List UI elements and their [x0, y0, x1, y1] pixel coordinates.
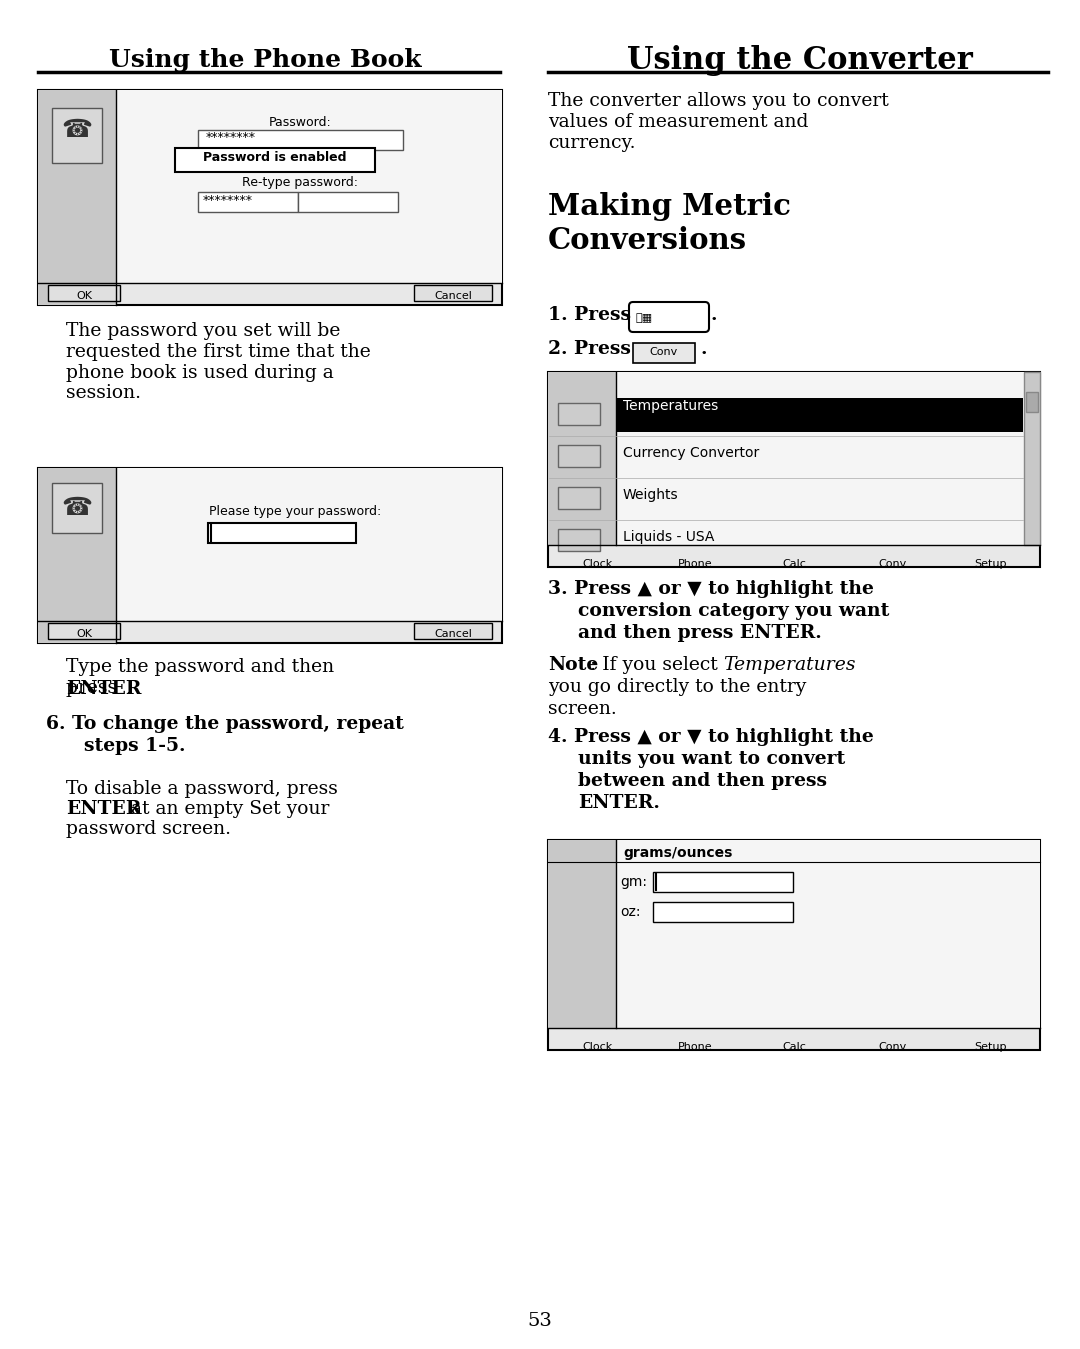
Bar — [38, 468, 502, 643]
Bar — [116, 90, 502, 283]
Bar — [208, 523, 356, 544]
Text: and then press ENTER.: and then press ENTER. — [578, 625, 822, 642]
Text: Note: Note — [548, 656, 598, 674]
Bar — [48, 623, 120, 639]
Text: .: . — [125, 680, 131, 697]
Text: units you want to convert: units you want to convert — [578, 750, 846, 768]
FancyBboxPatch shape — [629, 302, 708, 332]
Text: Calc: Calc — [782, 1041, 806, 1052]
Bar — [1026, 393, 1038, 411]
Text: at an empty Set your: at an empty Set your — [125, 800, 329, 817]
Text: : If you select: : If you select — [590, 656, 724, 674]
Text: Clock: Clock — [582, 1041, 612, 1052]
Text: The password you set will be
requested the first time that the
phone book is use: The password you set will be requested t… — [66, 322, 370, 402]
Text: Liquids - USA: Liquids - USA — [623, 530, 714, 544]
Text: you go directly to the entry: you go directly to the entry — [548, 679, 807, 696]
Text: password screen.: password screen. — [66, 820, 231, 838]
Bar — [548, 840, 616, 1028]
Bar — [616, 398, 1023, 432]
Text: 1. Press: 1. Press — [548, 306, 631, 324]
Text: Calc: Calc — [782, 558, 806, 569]
Text: ENTER: ENTER — [66, 800, 141, 817]
Bar — [1024, 372, 1040, 545]
Text: 2. Press: 2. Press — [548, 340, 631, 357]
Bar — [558, 529, 600, 550]
Bar — [558, 445, 600, 467]
Text: OK: OK — [76, 291, 92, 301]
Bar — [548, 372, 616, 545]
Text: between and then press: between and then press — [578, 772, 827, 791]
Bar — [414, 623, 492, 639]
Bar — [653, 902, 793, 921]
Bar — [653, 871, 793, 892]
Text: 53: 53 — [527, 1313, 553, 1330]
Text: 4. Press ▲ or ▼ to highlight the: 4. Press ▲ or ▼ to highlight the — [548, 728, 874, 746]
Text: 3. Press ▲ or ▼ to highlight the: 3. Press ▲ or ▼ to highlight the — [548, 580, 874, 598]
Text: Temperatures: Temperatures — [723, 656, 855, 674]
Bar — [616, 840, 1040, 1028]
Bar — [116, 468, 502, 621]
Text: Setup: Setup — [974, 1041, 1007, 1052]
Text: Conv: Conv — [650, 347, 678, 357]
Bar — [38, 90, 116, 305]
Text: oz:: oz: — [620, 905, 640, 919]
Text: ☎: ☎ — [62, 117, 93, 142]
Bar — [558, 487, 600, 509]
Bar — [38, 468, 116, 643]
Text: To disable a password, press: To disable a password, press — [66, 780, 338, 799]
Text: Type the password and then
press: Type the password and then press — [66, 658, 334, 697]
Text: ⏱▦: ⏱▦ — [635, 313, 652, 322]
Bar — [414, 285, 492, 301]
Text: ENTER.: ENTER. — [578, 795, 660, 812]
Text: .: . — [700, 340, 706, 357]
Text: gm:: gm: — [620, 876, 647, 889]
Text: The converter allows you to convert
values of measurement and
currency.: The converter allows you to convert valu… — [548, 92, 889, 151]
Text: screen.: screen. — [548, 700, 617, 718]
Bar — [298, 192, 399, 212]
Text: OK: OK — [76, 629, 92, 639]
Text: Password:: Password: — [269, 116, 332, 130]
Bar — [198, 192, 298, 212]
Text: Phone: Phone — [678, 558, 713, 569]
Bar — [52, 483, 102, 533]
Bar — [616, 372, 1024, 545]
Bar — [548, 372, 1040, 567]
Text: ********: ******** — [206, 131, 256, 144]
Text: Password is enabled: Password is enabled — [203, 151, 347, 165]
Text: conversion category you want: conversion category you want — [578, 602, 889, 621]
Text: Cancel: Cancel — [434, 629, 472, 639]
Bar — [548, 840, 1040, 1050]
Text: Clock: Clock — [582, 558, 612, 569]
Text: .: . — [711, 306, 717, 324]
Bar — [558, 403, 600, 425]
Bar — [633, 343, 696, 363]
Text: Using the Phone Book: Using the Phone Book — [109, 49, 421, 71]
Bar — [175, 148, 375, 173]
Bar — [52, 108, 102, 163]
Bar — [48, 285, 120, 301]
Text: Using the Converter: Using the Converter — [627, 45, 973, 76]
Text: Cancel: Cancel — [434, 291, 472, 301]
Text: Conv: Conv — [878, 1041, 906, 1052]
Text: ********: ******** — [203, 194, 253, 206]
Text: Temperatures: Temperatures — [623, 399, 718, 413]
Bar — [38, 90, 502, 305]
Text: grams/ounces: grams/ounces — [623, 846, 732, 861]
Text: Making Metric
Conversions: Making Metric Conversions — [548, 192, 791, 255]
Text: Weights: Weights — [623, 488, 678, 502]
Text: ☎: ☎ — [62, 496, 93, 519]
Text: Setup: Setup — [974, 558, 1007, 569]
Bar — [198, 130, 403, 150]
Text: steps 1-5.: steps 1-5. — [84, 737, 186, 755]
Text: Please type your password:: Please type your password: — [208, 505, 381, 518]
Text: Currency Convertor: Currency Convertor — [623, 447, 759, 460]
Text: Conv: Conv — [878, 558, 906, 569]
Text: 6. To change the password, repeat: 6. To change the password, repeat — [46, 715, 404, 733]
Text: Re-type password:: Re-type password: — [242, 175, 357, 189]
Text: Phone: Phone — [678, 1041, 713, 1052]
Text: ENTER: ENTER — [66, 680, 141, 697]
